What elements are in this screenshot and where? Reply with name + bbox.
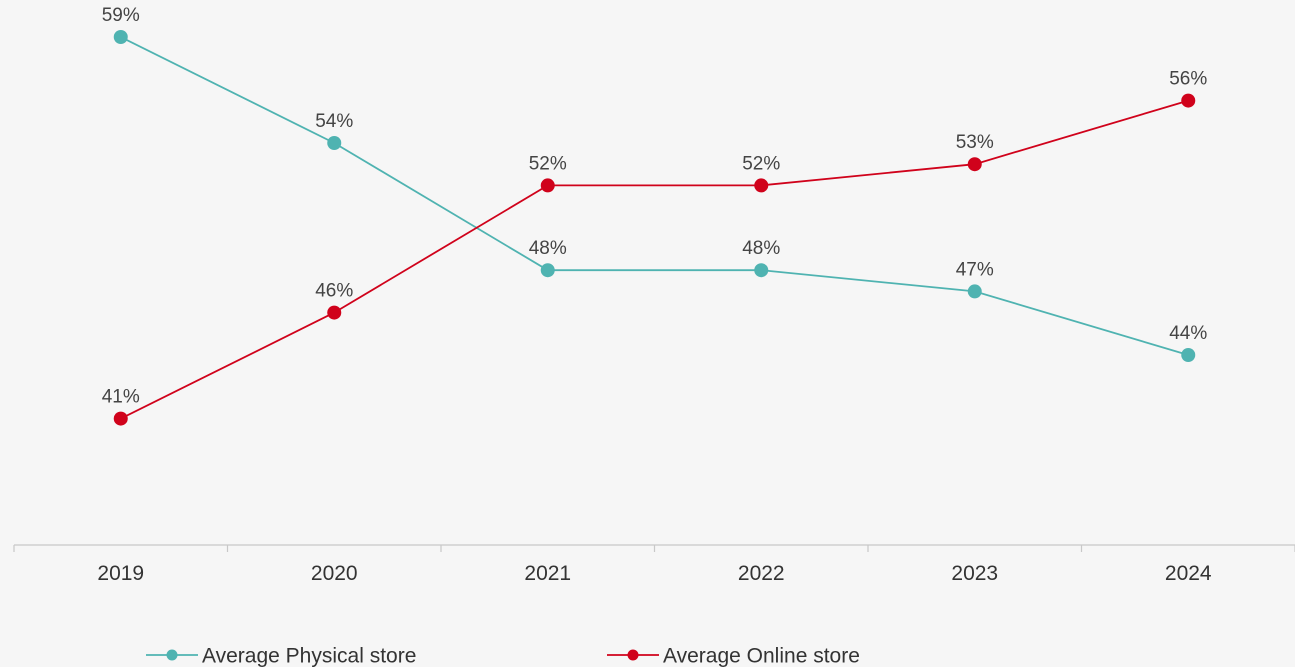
point-average-physical-store-2023 (967, 284, 982, 299)
data-label-average-online-store-2020: 46% (315, 281, 353, 302)
x-tick-label-2019: 2019 (97, 562, 144, 585)
data-label-average-physical-store-2024: 44% (1169, 323, 1207, 344)
x-tick-label-2021: 2021 (524, 562, 571, 585)
point-average-online-store-2024 (1181, 93, 1196, 108)
point-average-physical-store-2022 (754, 263, 769, 278)
point-average-online-store-2021 (540, 178, 555, 193)
x-tick-label-2020: 2020 (311, 562, 358, 585)
point-average-physical-store-2021 (540, 263, 555, 278)
x-tick-label-2023: 2023 (951, 562, 998, 585)
data-label-average-online-store-2023: 53% (956, 132, 994, 153)
data-label-average-physical-store-2019: 59% (102, 5, 140, 26)
point-average-physical-store-2020 (327, 136, 342, 150)
data-label-average-online-store-2022: 52% (742, 153, 780, 174)
legend-swatch-marker (166, 649, 178, 661)
series-line-average-online-store (120, 99, 1189, 420)
data-labels: 59% 54% 48% 48% 47% 44% 41% 46% 52% 52% 53% 56% (102, 5, 1208, 408)
series-line-average-physical-store (120, 36, 1189, 356)
data-label-average-physical-store-2023: 47% (956, 259, 994, 280)
x-tick-label-2022: 2022 (738, 562, 785, 585)
legend: Average Physical store Average Online sto… (146, 645, 860, 667)
point-average-physical-store-2024 (1181, 348, 1196, 362)
point-average-online-store-2020 (327, 305, 342, 320)
point-average-online-store-2022 (754, 178, 769, 193)
data-label-average-online-store-2021: 52% (529, 153, 567, 174)
data-label-average-online-store-2019: 41% (102, 387, 140, 408)
data-label-average-physical-store-2021: 48% (529, 238, 567, 259)
x-axis: 2019 2020 2021 2022 2023 2024 (13, 544, 1295, 585)
legend-item-average-physical-store: Average Physical store (146, 645, 416, 667)
data-label-average-physical-store-2020: 54% (315, 111, 353, 132)
series-layer (113, 30, 1196, 426)
data-label-average-online-store-2024: 56% (1169, 69, 1207, 90)
x-tick-label-2024: 2024 (1165, 562, 1212, 585)
legend-item-average-online-store: Average Online store (607, 645, 860, 667)
legend-label: Average Physical store (202, 645, 416, 667)
point-average-online-store-2023 (967, 157, 982, 172)
legend-label: Average Online store (663, 645, 860, 667)
data-label-average-physical-store-2022: 48% (742, 238, 780, 259)
point-average-online-store-2019 (113, 411, 128, 426)
point-average-physical-store-2019 (113, 30, 128, 44)
legend-swatch-marker (627, 649, 639, 661)
